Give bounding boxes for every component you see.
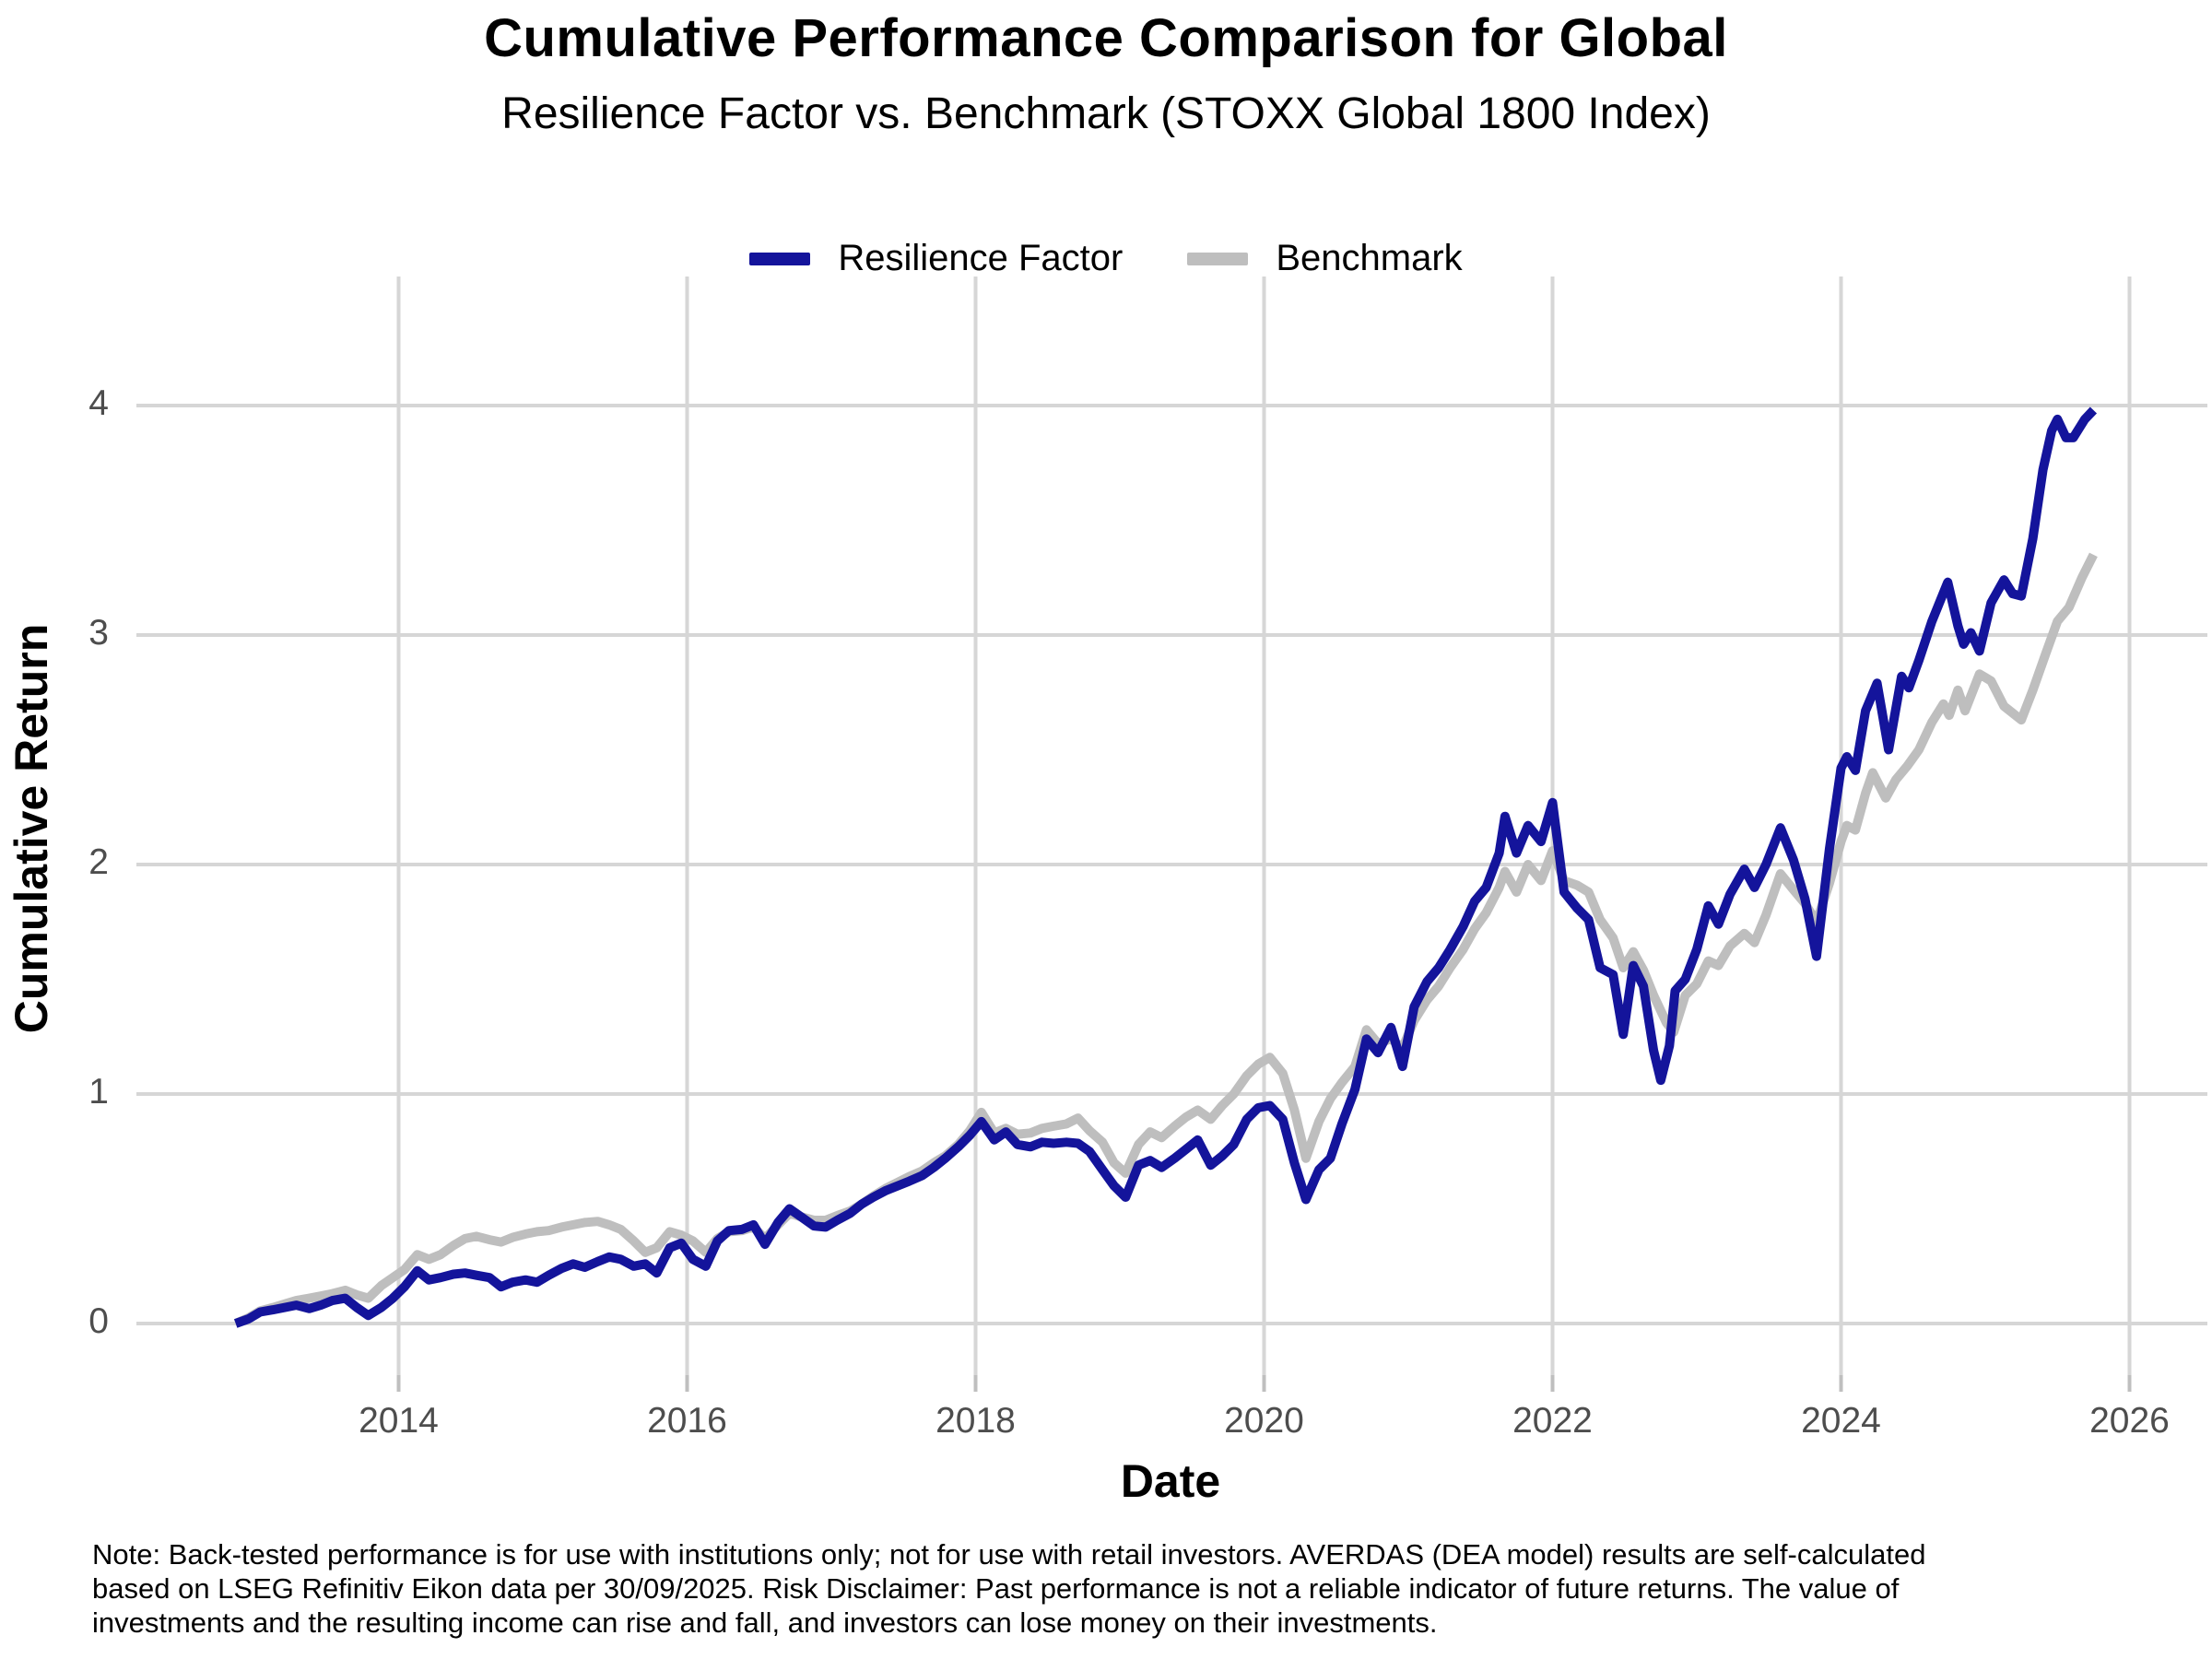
series-group bbox=[233, 406, 2098, 1328]
y-axis-title: Cumulative Return bbox=[6, 623, 57, 1034]
gridlines-group bbox=[136, 276, 2207, 1375]
disclaimer-line-3: investments and the resulting income can… bbox=[92, 1606, 1438, 1639]
y-tick-label-3: 3 bbox=[88, 613, 109, 653]
disclaimer-line-1: Note: Back-tested performance is for use… bbox=[92, 1538, 1926, 1571]
x-tick-label-2022: 2022 bbox=[1512, 1401, 1593, 1441]
disclaimer-note: Note: Back-tested performance is for use… bbox=[92, 1537, 2184, 1640]
benchmark-swatch-icon bbox=[1187, 252, 1249, 265]
x-tick-label-2014: 2014 bbox=[359, 1401, 439, 1441]
x-tick-label-2024: 2024 bbox=[1801, 1401, 1881, 1441]
legend-label-benchmark: Benchmark bbox=[1276, 238, 1463, 278]
x-tick-label-2020: 2020 bbox=[1224, 1401, 1304, 1441]
legend-item-benchmark: Benchmark bbox=[1187, 238, 1463, 279]
disclaimer-line-2: based on LSEG Refinitiv Eikon data per 3… bbox=[92, 1572, 1900, 1605]
x-tick-label-2016: 2016 bbox=[647, 1401, 727, 1441]
chart-title: Cumulative Performance Comparison for Gl… bbox=[484, 8, 1728, 68]
legend: Resilience Factor Benchmark bbox=[0, 238, 2212, 279]
axis-ticks-group bbox=[396, 1375, 2132, 1392]
x-tick-label-2026: 2026 bbox=[2089, 1401, 2170, 1441]
resilience-factor-swatch-icon bbox=[749, 252, 811, 265]
x-tick-label-2018: 2018 bbox=[935, 1401, 1016, 1441]
legend-item-resilience-factor: Resilience Factor bbox=[749, 238, 1123, 279]
x-axis-title: Date bbox=[1120, 1455, 1221, 1507]
y-tick-label-4: 4 bbox=[88, 383, 109, 423]
y-tick-label-1: 1 bbox=[88, 1072, 109, 1112]
legend-label-resilience-factor: Resilience Factor bbox=[838, 238, 1124, 278]
y-tick-label-0: 0 bbox=[88, 1301, 109, 1341]
chart-subtitle: Resilience Factor vs. Benchmark (STOXX G… bbox=[501, 89, 1711, 138]
y-tick-label-2: 2 bbox=[88, 842, 109, 882]
resilience-factor-line bbox=[234, 406, 2098, 1328]
